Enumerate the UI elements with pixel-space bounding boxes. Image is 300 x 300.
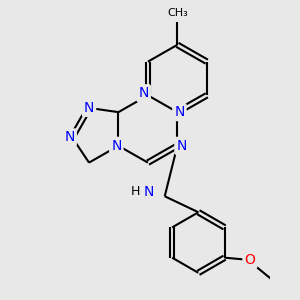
Text: N: N [139, 86, 149, 100]
Text: N: N [84, 101, 94, 115]
Text: H: H [130, 185, 140, 198]
Text: O: O [244, 253, 255, 267]
Text: N: N [174, 105, 184, 119]
Text: N: N [176, 139, 187, 153]
Text: N: N [144, 185, 154, 199]
Text: N: N [64, 130, 75, 144]
Text: CH₃: CH₃ [167, 8, 188, 18]
Text: N: N [111, 139, 122, 153]
